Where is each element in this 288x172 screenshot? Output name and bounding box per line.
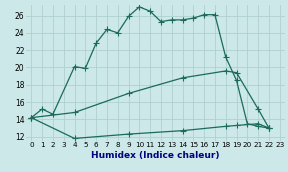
X-axis label: Humidex (Indice chaleur): Humidex (Indice chaleur)	[91, 151, 220, 160]
